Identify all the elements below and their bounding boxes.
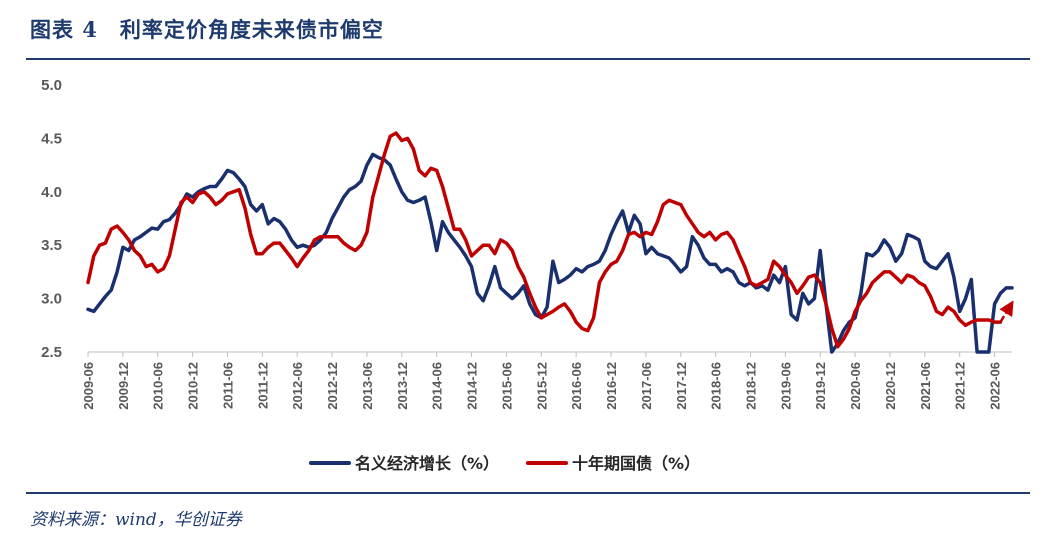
x-tick-label: 2012-12 — [325, 362, 340, 410]
x-tick-label: 2022-06 — [988, 362, 1003, 410]
x-axis: 2009-06 2009-12 2010-06 2010-12 2011-06 2011-… — [81, 351, 1012, 410]
x-tick-label: 2016-06 — [569, 362, 584, 410]
series-line — [86, 152, 1014, 354]
x-tick-label: 2009-12 — [116, 362, 131, 410]
x-tick-label: 2017-12 — [674, 362, 689, 410]
legend: 名义经济增长（%） 十年期国债（%） — [309, 454, 700, 473]
y-tick-label: 3.0 — [41, 291, 62, 308]
source-note: 资料来源：wind，华创证券 — [30, 510, 242, 530]
x-tick-label: 2011-12 — [255, 362, 270, 409]
top-rule — [26, 58, 1030, 60]
x-tick-label: 2017-06 — [639, 362, 654, 410]
legend-label: 名义经济增长（%） — [355, 454, 499, 473]
series-layer — [86, 131, 1014, 354]
y-tick-label: 5.0 — [41, 77, 62, 94]
x-tick-label: 2011-06 — [220, 362, 235, 409]
figure-title: 图表 4 利率定价角度未来债市偏空 — [30, 17, 384, 42]
x-tick-label: 2013-12 — [395, 362, 410, 410]
y-tick-label: 4.5 — [41, 130, 62, 147]
x-tick-label: 2009-06 — [81, 362, 96, 410]
x-tick-label: 2019-06 — [778, 362, 793, 410]
x-tick-label: 2021-12 — [953, 362, 968, 410]
x-tick-label: 2012-06 — [290, 362, 305, 410]
x-tick-label: 2015-12 — [534, 362, 549, 410]
x-tick-label: 2019-12 — [813, 362, 828, 410]
y-tick-label: 4.0 — [41, 184, 62, 201]
x-tick-label: 2020-12 — [883, 362, 898, 410]
forecast-series-line — [999, 300, 1014, 324]
x-tick-label: 2014-12 — [465, 362, 480, 410]
x-tick-label: 2020-06 — [848, 362, 863, 410]
x-tick-label: 2010-12 — [186, 362, 201, 410]
y-axis: 5.0 4.5 4.0 3.5 3.0 2.5 — [41, 77, 62, 361]
x-tick-label: 2013-06 — [360, 362, 375, 410]
x-tick-label: 2021-06 — [918, 362, 933, 410]
y-tick-label: 3.5 — [41, 237, 62, 254]
x-tick-label: 2018-06 — [709, 362, 724, 410]
series-line — [86, 131, 1003, 349]
legend-label: 十年期国债（%） — [572, 454, 700, 473]
x-tick-label: 2010-06 — [151, 362, 166, 410]
x-tick-label: 2018-12 — [743, 362, 758, 410]
y-tick-label: 2.5 — [41, 344, 62, 361]
x-tick-label: 2016-12 — [604, 362, 619, 410]
x-tick-label: 2014-06 — [430, 362, 445, 410]
bottom-rule — [26, 492, 1030, 494]
x-tick-label: 2015-06 — [499, 362, 514, 410]
